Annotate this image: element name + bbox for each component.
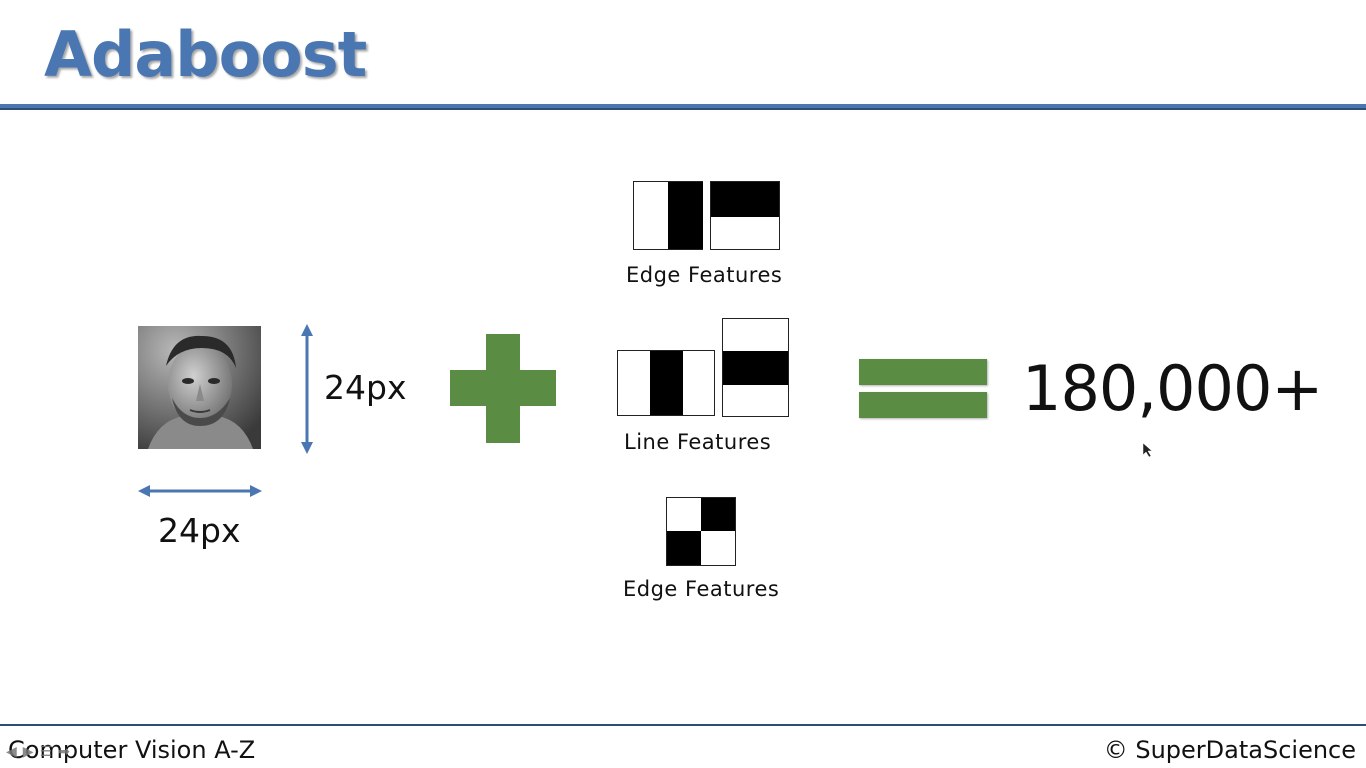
height-label: 24px bbox=[324, 368, 407, 407]
mouse-cursor-icon bbox=[1143, 443, 1153, 457]
line-features-label: Line Features bbox=[624, 430, 772, 454]
next-icon[interactable]: ▶ bbox=[22, 744, 34, 760]
face-photo bbox=[138, 326, 261, 449]
menu-icon[interactable]: ☰ bbox=[39, 744, 53, 760]
width-arrow-icon bbox=[138, 485, 262, 497]
slide-title: Adaboost bbox=[44, 18, 367, 91]
line-feature-vertical bbox=[617, 350, 715, 416]
width-label: 24px bbox=[158, 511, 241, 550]
four-rect-feature bbox=[666, 497, 736, 566]
edge-features-label-bottom: Edge Features bbox=[623, 577, 780, 601]
footer-divider bbox=[0, 724, 1366, 726]
result-count: 180,000+ bbox=[1022, 352, 1323, 425]
height-arrow-icon bbox=[301, 324, 313, 454]
edge-feature-vertical bbox=[633, 181, 703, 250]
edge-features-label-top: Edge Features bbox=[626, 263, 783, 287]
title-divider bbox=[0, 104, 1366, 110]
player-controls: ◀ ▶ ☰ ➡ bbox=[6, 744, 76, 760]
forward-icon[interactable]: ➡ bbox=[58, 744, 70, 760]
prev-icon[interactable]: ◀ bbox=[6, 744, 17, 760]
line-feature-horizontal bbox=[722, 318, 789, 417]
edge-feature-horizontal bbox=[710, 181, 780, 250]
footer-copyright: © SuperDataScience bbox=[1103, 736, 1356, 764]
footer-course-title: Computer Vision A-Z bbox=[8, 736, 256, 764]
